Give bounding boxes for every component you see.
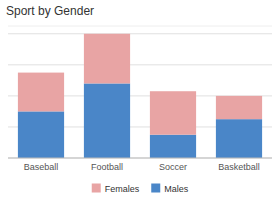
legend-label: Females	[105, 184, 140, 194]
bars	[18, 34, 262, 158]
bar	[216, 96, 262, 119]
bar	[18, 111, 64, 158]
bar	[150, 135, 196, 158]
range-end-line	[8, 26, 272, 27]
x-tick-label: Soccer	[159, 162, 187, 172]
x-tick-label: Football	[91, 162, 123, 172]
legend: Females Males	[92, 184, 189, 194]
x-tick-label: Baseball	[24, 162, 59, 172]
grid-line	[8, 33, 272, 34]
bar	[84, 34, 130, 84]
chart: Sport by Gender Baseball Football Soccer Bas…	[0, 0, 280, 200]
bar	[216, 119, 262, 158]
bar	[18, 73, 64, 112]
legend-swatch	[92, 184, 101, 193]
title: Sport by Gender	[6, 4, 94, 18]
x-tick-label: Basketball	[218, 162, 260, 172]
baseline	[8, 158, 272, 159]
grid-line	[8, 158, 272, 159]
bar	[150, 91, 196, 134]
legend-swatch	[151, 184, 160, 193]
legend-label: Males	[164, 184, 189, 194]
grid-line	[8, 64, 272, 65]
grid	[8, 34, 272, 158]
bar	[84, 83, 130, 158]
